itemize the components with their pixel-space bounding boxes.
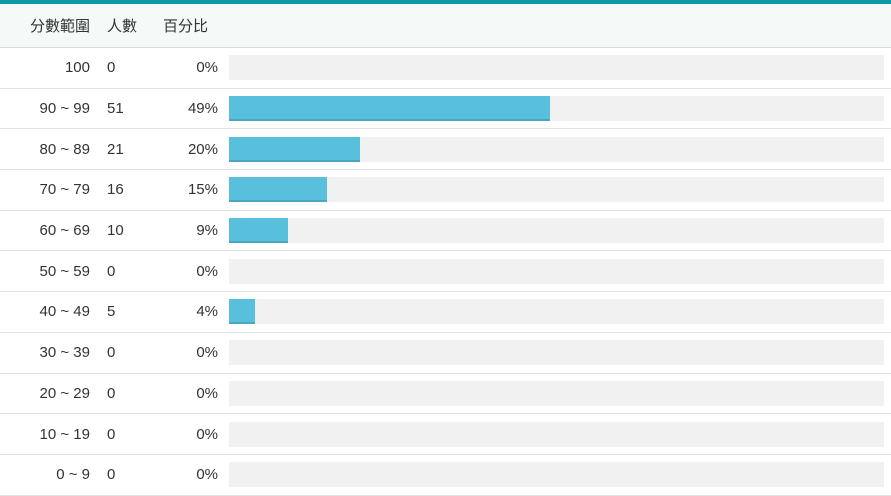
count-value: 21 <box>107 140 124 158</box>
table-row: 40 ~ 49 5 4% <box>0 292 891 333</box>
percent-value: 0% <box>196 59 218 77</box>
score-range-value: 20 ~ 29 <box>39 384 90 402</box>
percent-value: 15% <box>187 181 218 199</box>
bar-cell <box>218 136 884 162</box>
table-row: 90 ~ 99 51 49% <box>0 88 891 130</box>
bar-track <box>229 218 884 244</box>
bar-cell <box>218 421 884 447</box>
count-value: 0 <box>107 59 116 77</box>
header-percent: 百分比 <box>163 18 209 35</box>
bar-fill <box>229 136 360 162</box>
score-range-value: 80 ~ 89 <box>39 140 90 158</box>
count-value: 10 <box>107 222 124 240</box>
count-value: 0 <box>107 344 116 362</box>
bar-cell <box>218 218 884 244</box>
bar-track <box>229 299 884 325</box>
bar-cell <box>218 96 884 122</box>
count-value: 5 <box>107 303 116 321</box>
bar-track <box>229 55 884 81</box>
bar-track <box>229 258 884 284</box>
percent-value: 0% <box>196 384 218 402</box>
table-row: 10 ~ 19 0 0% <box>0 414 891 455</box>
bar-fill <box>229 299 256 325</box>
table-header-row: 分數範圍 人數 百分比 <box>0 4 891 48</box>
bar-cell <box>218 299 884 325</box>
bar-track <box>229 462 884 488</box>
bar-cell <box>218 177 884 203</box>
table-row: 20 ~ 29 0 0% <box>0 373 891 415</box>
score-range-value: 70 ~ 79 <box>39 181 90 199</box>
bar-fill <box>229 96 550 122</box>
percent-value: 0% <box>196 466 218 484</box>
percent-value: 49% <box>187 100 218 118</box>
percent-value: 4% <box>196 303 218 321</box>
bar-cell <box>218 380 884 406</box>
table-row: 0 ~ 9 0 0% <box>0 454 891 496</box>
table-row: 70 ~ 79 16 15% <box>0 170 891 211</box>
count-value: 0 <box>107 262 116 280</box>
bar-cell <box>218 462 884 488</box>
table-row: 100 0 0% <box>0 48 891 89</box>
percent-value: 9% <box>196 222 218 240</box>
count-value: 0 <box>107 425 116 443</box>
score-range-value: 40 ~ 49 <box>39 303 90 321</box>
table-row: 50 ~ 59 0 0% <box>0 251 891 293</box>
percent-value: 0% <box>196 344 218 362</box>
score-range-value: 60 ~ 69 <box>39 222 90 240</box>
count-value: 0 <box>107 384 116 402</box>
percent-value: 0% <box>196 262 218 280</box>
score-range-value: 90 ~ 99 <box>39 100 90 118</box>
bar-track <box>229 421 884 447</box>
table-row: 60 ~ 69 10 9% <box>0 210 891 252</box>
bar-track <box>229 136 884 162</box>
top-accent-bar <box>0 0 891 4</box>
bar-cell <box>218 258 884 284</box>
score-range-value: 50 ~ 59 <box>39 262 90 280</box>
score-range-value: 30 ~ 39 <box>39 344 90 362</box>
percent-value: 20% <box>187 140 218 158</box>
table-row: 80 ~ 89 21 20% <box>0 129 891 171</box>
score-range-value: 0 ~ 9 <box>56 466 90 484</box>
bar-track <box>229 340 884 366</box>
count-value: 51 <box>107 100 124 118</box>
bar-track <box>229 177 884 203</box>
bar-track <box>229 380 884 406</box>
header-count: 人數 <box>107 18 138 35</box>
bar-cell <box>218 55 884 81</box>
score-range-value: 100 <box>64 59 90 77</box>
bar-fill <box>229 177 328 203</box>
bar-cell <box>218 340 884 366</box>
count-value: 16 <box>107 181 124 199</box>
bar-track <box>229 96 884 122</box>
percent-value: 0% <box>196 425 218 443</box>
score-range-value: 10 ~ 19 <box>39 425 90 443</box>
table-row: 30 ~ 39 0 0% <box>0 332 891 374</box>
header-score-range: 分數範圍 <box>29 18 90 35</box>
table-body: 100 0 0% 90 ~ 99 51 49% 80 ~ 89 21 20% 7… <box>0 48 891 496</box>
bar-fill <box>229 218 288 244</box>
count-value: 0 <box>107 466 116 484</box>
